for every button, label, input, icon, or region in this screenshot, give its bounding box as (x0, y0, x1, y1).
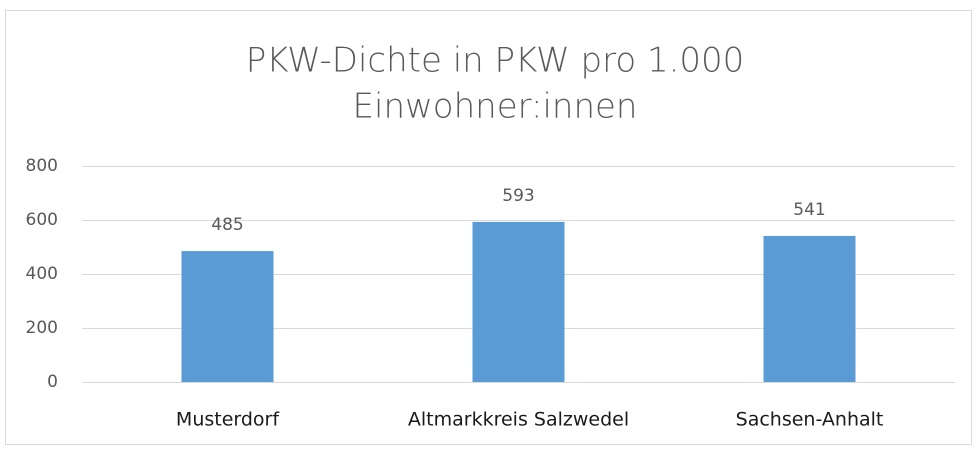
bar (472, 221, 565, 382)
x-tick-label: Altmarkkreis Salzwedel (408, 409, 629, 431)
chart-title: PKW-Dichte in PKW pro 1.000 (246, 41, 745, 81)
y-tick-label: 0 (47, 372, 58, 392)
y-tick-label: 200 (26, 318, 58, 338)
chart-title: Einwohner:innen (353, 87, 638, 127)
data-label: 541 (793, 200, 825, 220)
data-label: 485 (211, 215, 243, 235)
y-tick-label: 400 (26, 264, 58, 284)
bar (763, 235, 856, 382)
x-tick-label: Sachsen-Anhalt (736, 409, 884, 431)
y-tick-label: 600 (26, 210, 58, 230)
data-label: 593 (502, 186, 534, 206)
y-tick-label: 800 (26, 156, 58, 176)
bar (181, 251, 274, 382)
x-tick-label: Musterdorf (176, 409, 280, 431)
